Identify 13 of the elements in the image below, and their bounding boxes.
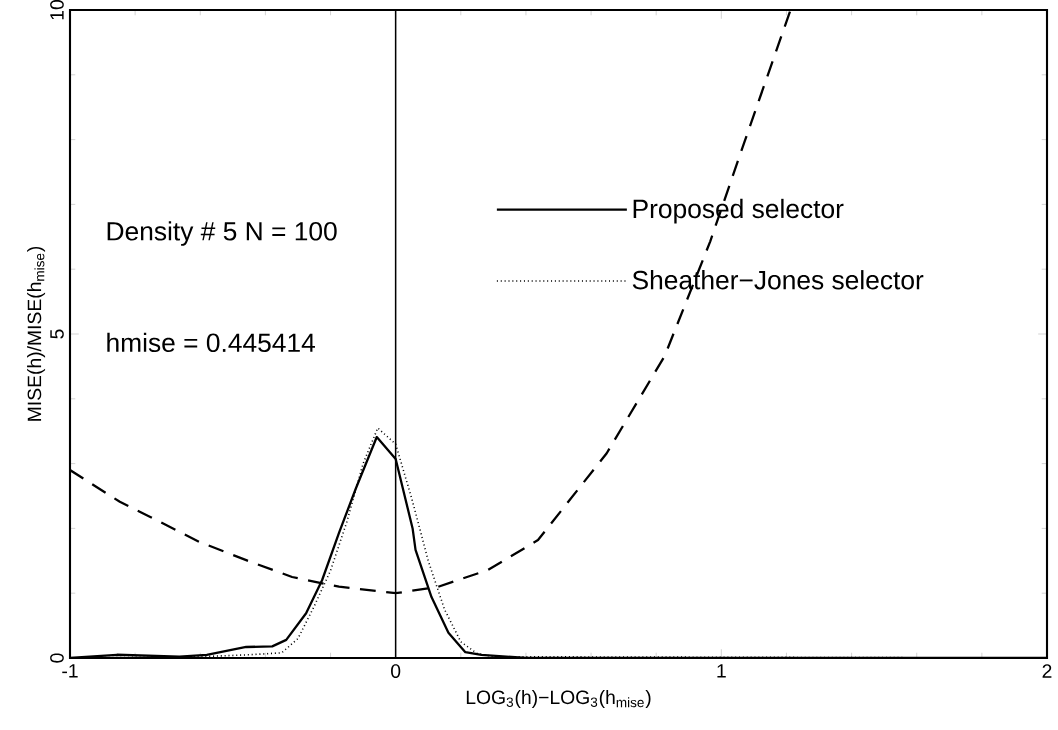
- y-tick-label: 5: [50, 329, 64, 339]
- x-tick-label: -1: [62, 664, 78, 678]
- annotation: Density # 5 N = 100: [107, 221, 337, 246]
- x-axis-title: LOG$_{3}$(h)−LOG$_{3}$(h$_{mise}$): [466, 689, 651, 708]
- x-tick-label: 1: [717, 664, 726, 678]
- y-tick-label: 0: [50, 653, 64, 663]
- legend-label: Proposed selector: [633, 198, 844, 224]
- y-tick-label: 10: [50, 0, 64, 20]
- legend-label: Sheather−Jones selector: [632, 270, 924, 290]
- x-tick-label: 2: [1042, 664, 1052, 678]
- annotation: hmise = 0.445414: [107, 332, 315, 353]
- y-axis-title: MISE(h)/MISE(h$_{mise}$): [27, 246, 46, 421]
- x-tick-label: 0: [391, 664, 401, 678]
